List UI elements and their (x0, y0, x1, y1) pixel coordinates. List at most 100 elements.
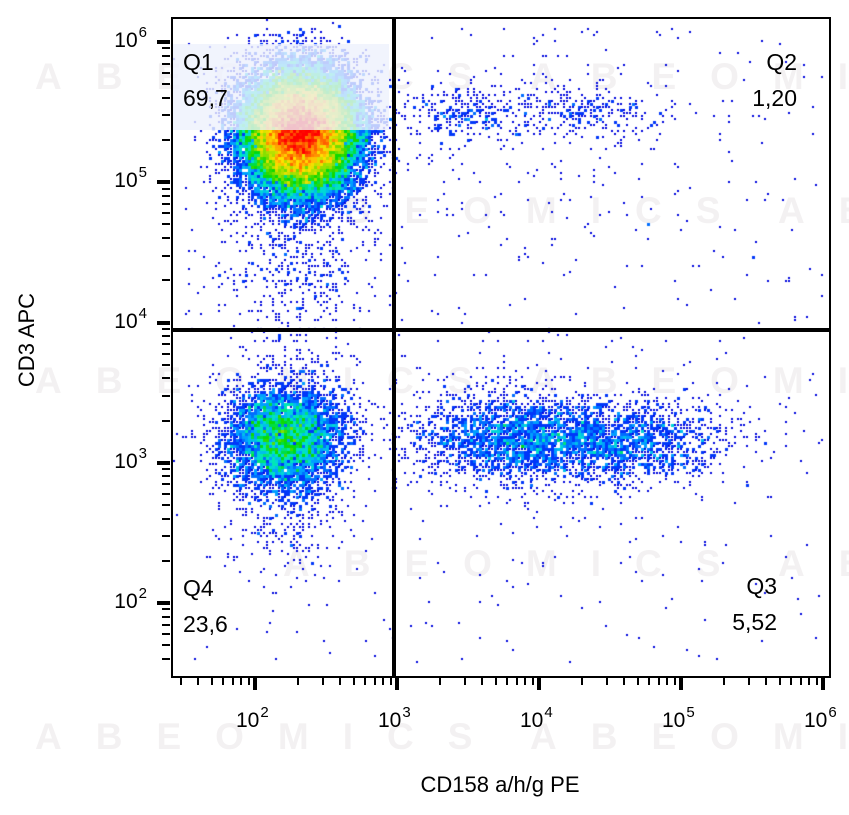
y-minor-tick (162, 223, 170, 225)
y-minor-tick (162, 212, 170, 214)
x-minor-tick (723, 677, 725, 685)
y-minor-tick (162, 468, 170, 470)
y-tick-label: 104 (114, 305, 147, 333)
y-minor-tick (162, 255, 170, 257)
y-minor-tick (162, 658, 170, 660)
x-tick-label: 105 (661, 704, 695, 732)
y-axis-ticks (0, 19, 171, 679)
x-minor-tick (390, 677, 392, 685)
quadrant-label-q2: Q2 1,20 (752, 44, 797, 116)
x-minor-tick (808, 677, 810, 685)
y-minor-tick (162, 237, 170, 239)
y-minor-tick (162, 644, 170, 646)
x-major-tick (395, 677, 399, 690)
quadrant-gate-vertical-line (392, 19, 396, 676)
q4-value: 23,6 (183, 611, 228, 637)
q2-value: 1,20 (752, 85, 797, 111)
x-minor-tick (748, 677, 750, 685)
plot-area (171, 17, 831, 678)
y-minor-tick (162, 328, 170, 330)
x-minor-tick (765, 677, 767, 685)
y-minor-tick (162, 55, 170, 57)
x-minor-tick (674, 677, 676, 685)
y-tick-label: 105 (114, 164, 147, 192)
x-minor-tick (532, 677, 534, 685)
y-minor-tick (162, 504, 170, 506)
y-minor-tick (162, 535, 170, 537)
y-minor-tick (162, 420, 170, 422)
y-minor-tick (162, 114, 170, 116)
y-minor-tick (162, 624, 170, 626)
x-minor-tick (232, 677, 234, 685)
y-minor-tick (162, 97, 170, 99)
q1-label-background (173, 44, 389, 130)
x-minor-tick (581, 677, 583, 685)
x-minor-tick (495, 677, 497, 685)
q1-value: 69,7 (183, 85, 228, 111)
quadrant-label-q4: Q4 23,6 (183, 570, 228, 642)
y-minor-tick (162, 364, 170, 366)
x-minor-tick (790, 677, 792, 685)
x-minor-tick (364, 677, 366, 685)
y-tick-label: 102 (114, 585, 147, 613)
x-minor-tick (211, 677, 213, 685)
y-minor-tick (162, 47, 170, 49)
y-major-tick (157, 180, 170, 184)
x-minor-tick (524, 677, 526, 685)
x-minor-tick (382, 677, 384, 685)
y-minor-tick (162, 188, 170, 190)
y-minor-tick (162, 560, 170, 562)
x-major-tick (253, 677, 257, 690)
y-minor-tick (162, 616, 170, 618)
y-minor-tick (162, 395, 170, 397)
watermark-text: ABEOMICS (35, 716, 507, 757)
y-minor-tick (162, 72, 170, 74)
x-tick-label: 103 (377, 704, 411, 732)
x-minor-tick (374, 677, 376, 685)
y-tick-label: 103 (114, 445, 147, 473)
x-minor-tick (623, 677, 625, 685)
watermark-text: ABEOMICS (530, 716, 849, 757)
y-minor-tick (162, 63, 170, 65)
y-minor-tick (162, 493, 170, 495)
y-minor-tick (162, 475, 170, 477)
y-minor-tick (162, 483, 170, 485)
x-minor-tick (297, 677, 299, 685)
y-minor-tick (162, 83, 170, 85)
x-minor-tick (481, 677, 483, 685)
x-axis-title: CD158 a/h/g PE (420, 772, 580, 797)
x-minor-tick (516, 677, 518, 685)
x-minor-tick (666, 677, 668, 685)
y-major-tick (157, 461, 170, 465)
x-minor-tick (240, 677, 242, 685)
x-minor-tick (816, 677, 818, 685)
y-minor-tick (162, 377, 170, 379)
x-minor-tick (248, 677, 250, 685)
x-major-tick (821, 677, 825, 690)
y-major-tick (157, 601, 170, 605)
q1-name: Q1 (183, 49, 214, 75)
quadrant-gate-horizontal-line (173, 328, 829, 332)
x-tick-label: 106 (803, 704, 837, 732)
y-major-tick (157, 321, 170, 325)
q4-name: Q4 (183, 575, 214, 601)
x-axis-ticks (173, 677, 833, 693)
x-minor-tick (506, 677, 508, 685)
x-minor-tick (464, 677, 466, 685)
q3-name: Q3 (746, 573, 777, 599)
x-minor-tick (322, 677, 324, 685)
x-tick-label: 102 (235, 704, 269, 732)
x-tick-label: 104 (519, 704, 553, 732)
y-minor-tick (162, 343, 170, 345)
x-minor-tick (800, 677, 802, 685)
y-major-tick (157, 40, 170, 44)
x-minor-tick (353, 677, 355, 685)
x-minor-tick (658, 677, 660, 685)
y-tick-label: 106 (114, 24, 147, 52)
x-minor-tick (606, 677, 608, 685)
y-minor-tick (162, 608, 170, 610)
y-minor-tick (162, 633, 170, 635)
q2-name: Q2 (766, 49, 797, 75)
y-minor-tick (162, 195, 170, 197)
x-minor-tick (439, 677, 441, 685)
